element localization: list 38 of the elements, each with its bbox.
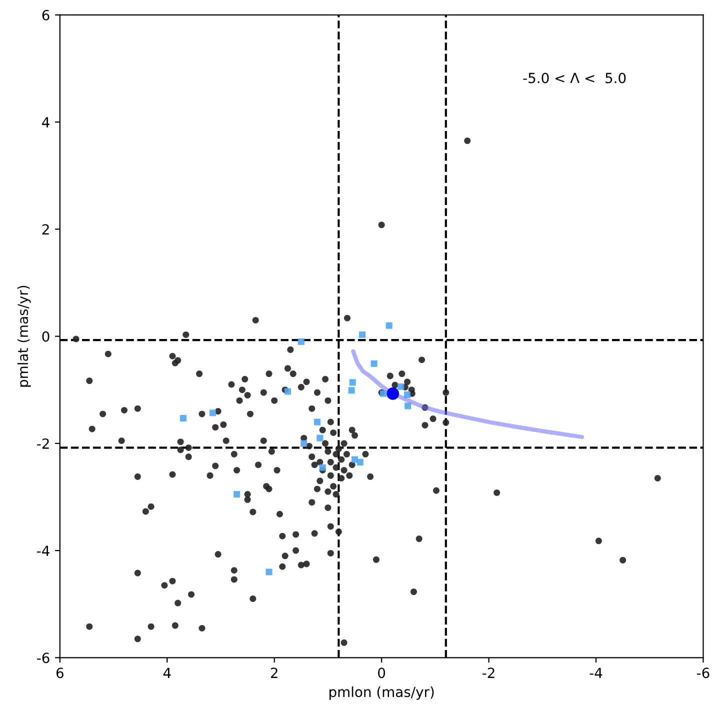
point xyxy=(316,434,324,442)
point xyxy=(349,379,356,386)
point xyxy=(300,440,308,447)
point xyxy=(266,568,272,576)
point xyxy=(386,322,392,329)
point xyxy=(352,456,358,463)
x-tick-label: 6 xyxy=(56,668,64,678)
x-tick-label: -2 xyxy=(482,668,494,678)
y-tick-label: -6 xyxy=(37,652,50,664)
x-axis-title: pmlon (mas/yr) xyxy=(330,686,434,700)
point xyxy=(319,464,326,471)
point xyxy=(404,402,412,410)
y-tick-label: -2 xyxy=(37,438,49,449)
point xyxy=(386,387,400,400)
point xyxy=(234,491,240,498)
x-tick-label: 4 xyxy=(163,668,171,678)
point xyxy=(209,410,216,416)
x-tick-label: 2 xyxy=(270,668,278,678)
y-tick-label: 2 xyxy=(42,224,49,234)
annotation: -5.0 < Λ < 5.0 xyxy=(523,72,626,84)
point xyxy=(356,458,364,466)
point xyxy=(298,338,304,345)
point xyxy=(284,388,292,395)
point xyxy=(359,331,366,338)
x-tick-label: -4 xyxy=(590,668,602,678)
y-tick-label: -4 xyxy=(37,546,50,556)
point xyxy=(398,383,404,390)
point xyxy=(348,387,355,394)
x-tick-label: -6 xyxy=(696,668,710,678)
point xyxy=(370,360,378,367)
y-tick-label: 6 xyxy=(42,10,50,20)
x-tick-label: 0 xyxy=(378,668,386,678)
y-tick-label: 4 xyxy=(42,117,50,128)
y-axis-title: pmlat (mas/yr) xyxy=(17,286,31,387)
y-tick-label: 0 xyxy=(42,331,50,342)
point xyxy=(180,414,186,422)
point xyxy=(404,391,411,398)
point xyxy=(314,418,321,426)
